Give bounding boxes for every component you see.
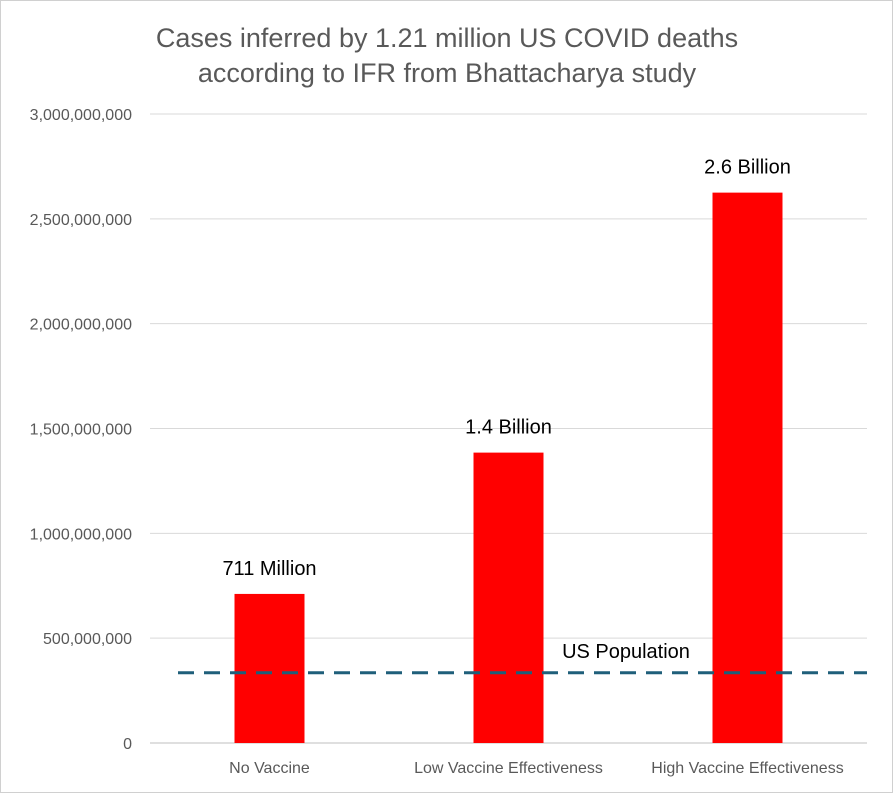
data-label: 2.6 Billion: [704, 157, 791, 179]
y-tick-label: 500,000,000: [43, 631, 132, 648]
category-label: Low Vaccine Effectiveness: [414, 760, 603, 777]
x-axis-category-labels: No Vaccine Low Vaccine Effectiveness High …: [229, 760, 844, 777]
y-tick-label: 2,500,000,000: [30, 212, 132, 229]
y-tick-label: 2,000,000,000: [30, 317, 132, 334]
y-tick-label: 1,000,000,000: [30, 526, 132, 543]
bar: [712, 192, 783, 743]
data-labels: 711 Million 1.4 Billion 2.6 Billion: [222, 157, 790, 580]
y-axis-tick-labels: 0 500,000,000 1,000,000,000 1,500,000,000 2,…: [30, 107, 132, 753]
bar: [234, 593, 305, 743]
bar: [473, 452, 544, 743]
y-tick-label: 3,000,000,000: [30, 107, 132, 124]
data-label: 711 Million: [222, 558, 316, 580]
bars: [234, 192, 783, 743]
category-label: No Vaccine: [229, 760, 310, 777]
chart-title: Cases inferred by 1.21 million US COVID …: [156, 23, 738, 88]
category-label: High Vaccine Effectiveness: [651, 760, 843, 777]
us-population-label: US Population: [562, 641, 690, 663]
y-tick-label: 0: [123, 736, 132, 753]
reference-line-group: US Population: [178, 641, 867, 675]
y-tick-label: 1,500,000,000: [30, 422, 132, 439]
data-label: 1.4 Billion: [465, 417, 552, 439]
chart-title-line-2: according to IFR from Bhattacharya study: [198, 58, 697, 88]
chart-title-line-1: Cases inferred by 1.21 million US COVID …: [156, 23, 738, 53]
